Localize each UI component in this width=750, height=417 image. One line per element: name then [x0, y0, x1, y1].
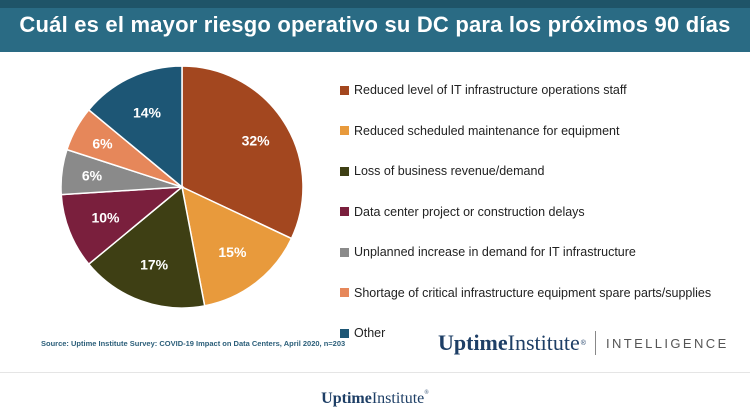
title-bar — [0, 0, 750, 52]
legend-swatch — [340, 126, 349, 136]
legend-item: Data center project or construction dela… — [340, 192, 745, 233]
pie-slice — [60, 186, 185, 266]
footer-logo-reg: ® — [424, 390, 429, 396]
legend-swatch — [340, 328, 349, 338]
logo-intelligence-text: INTELLIGENCE — [605, 335, 729, 351]
slide-bottom-edge — [0, 372, 750, 373]
pie-slice-label: 6% — [82, 168, 103, 184]
pie-slice — [180, 185, 293, 307]
pie-chart: 32% 15% 17% 10% 6% 6% 14% — [60, 65, 304, 309]
legend-item: Shortage of critical infrastructure equi… — [340, 273, 745, 314]
legend: Reduced level of IT infrastructure opera… — [340, 70, 745, 354]
legend-item: Loss of business revenue/demand — [340, 151, 745, 192]
legend-swatch — [340, 207, 349, 217]
legend-label: Reduced scheduled maintenance for equipm… — [354, 123, 620, 138]
footer-logo-institute: Institute — [371, 390, 425, 407]
chart-title: Cuál es el mayor riesgo operativo su DC … — [19, 12, 731, 37]
legend-swatch — [340, 85, 349, 95]
logo-institute-text: Institute — [507, 330, 580, 355]
legend-label: Loss of business revenue/demand — [354, 164, 545, 179]
pie-slice — [87, 185, 206, 309]
uptime-institute-logo: Uptime Institute ® INTELLIGENCE — [438, 330, 729, 356]
legend-label: Reduced level of IT infrastructure opera… — [354, 83, 627, 98]
legend-item: Other — [340, 313, 745, 354]
pie-slice — [87, 65, 183, 189]
pie-slice-label: 14% — [133, 105, 162, 121]
footer-logo-uptime: Uptime — [321, 390, 372, 407]
logo-divider — [594, 331, 596, 355]
pie-slice-label: 6% — [92, 135, 113, 151]
legend-label: Other — [354, 326, 386, 341]
logo-registered-mark: ® — [580, 339, 586, 347]
legend-swatch — [340, 166, 349, 176]
logo-uptime-text: Uptime — [438, 330, 508, 355]
legend-item: Unplanned increase in demand for IT infr… — [340, 232, 745, 273]
pie-slice — [181, 65, 304, 240]
legend-swatch — [340, 288, 349, 298]
legend-label: Data center project or construction dela… — [354, 204, 585, 219]
pie-slice-label: 10% — [91, 209, 120, 225]
pie-slice-label: 17% — [140, 256, 169, 272]
legend-item: Reduced scheduled maintenance for equipm… — [340, 111, 745, 152]
legend-swatch — [340, 247, 349, 257]
legend-label: Shortage of critical infrastructure equi… — [354, 285, 712, 300]
pie-slice-label: 15% — [218, 244, 247, 260]
legend-item: Reduced level of IT infrastructure opera… — [340, 70, 745, 111]
source-note: Source: Uptime Institute Survey: COVID-1… — [41, 339, 346, 348]
footer-logo: UptimeInstitute® — [0, 390, 750, 408]
legend-label: Unplanned increase in demand for IT infr… — [354, 245, 636, 260]
pie-slice-label: 32% — [242, 132, 271, 148]
